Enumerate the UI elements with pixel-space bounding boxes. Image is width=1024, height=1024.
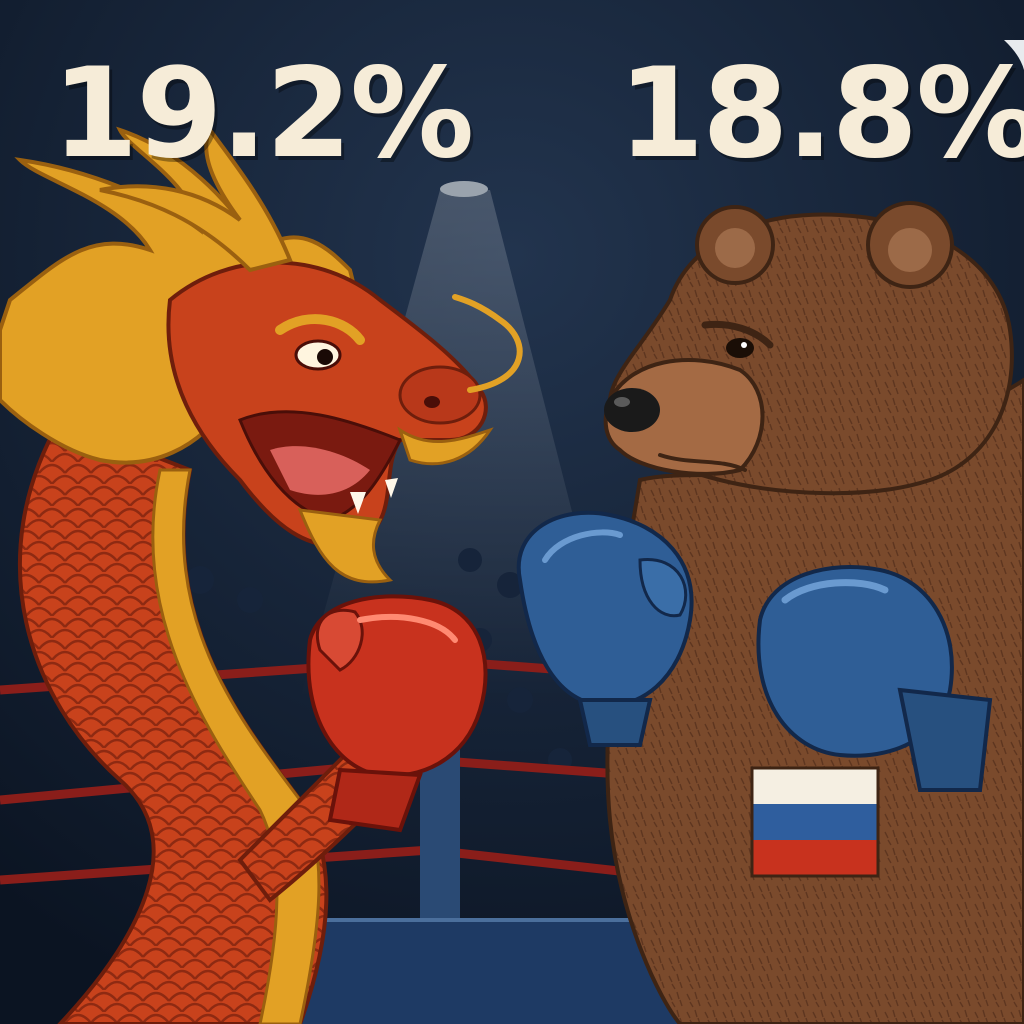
bear-fighter xyxy=(516,201,1024,1024)
bear-nose xyxy=(604,388,660,432)
bear-brow xyxy=(701,320,774,349)
dragon-percentage: 19.2% xyxy=(52,42,474,186)
dragon-snout xyxy=(398,365,482,425)
ceiling-light-icon xyxy=(440,181,488,197)
dragon-brow xyxy=(275,314,365,345)
bear-mouth xyxy=(658,453,747,472)
bear-right-boxing-glove-icon xyxy=(756,565,993,792)
dragon-boxing-glove-icon xyxy=(306,594,488,833)
bear-left-boxing-glove-icon xyxy=(516,510,694,747)
russian-flag-icon xyxy=(750,766,880,878)
dragon-beard xyxy=(297,508,394,584)
ring-canvas xyxy=(180,920,760,1024)
bear-muzzle xyxy=(603,358,765,476)
dragon-nostril xyxy=(424,396,440,408)
dragon-whisker xyxy=(452,294,523,393)
corner-light-icon xyxy=(1004,40,1024,70)
dragon-horns xyxy=(99,126,293,273)
dragon-fighter xyxy=(0,126,523,1024)
bear-eye xyxy=(726,338,754,358)
dragon-fangs xyxy=(350,478,398,514)
bear-percentage: 18.8% xyxy=(618,42,1024,186)
